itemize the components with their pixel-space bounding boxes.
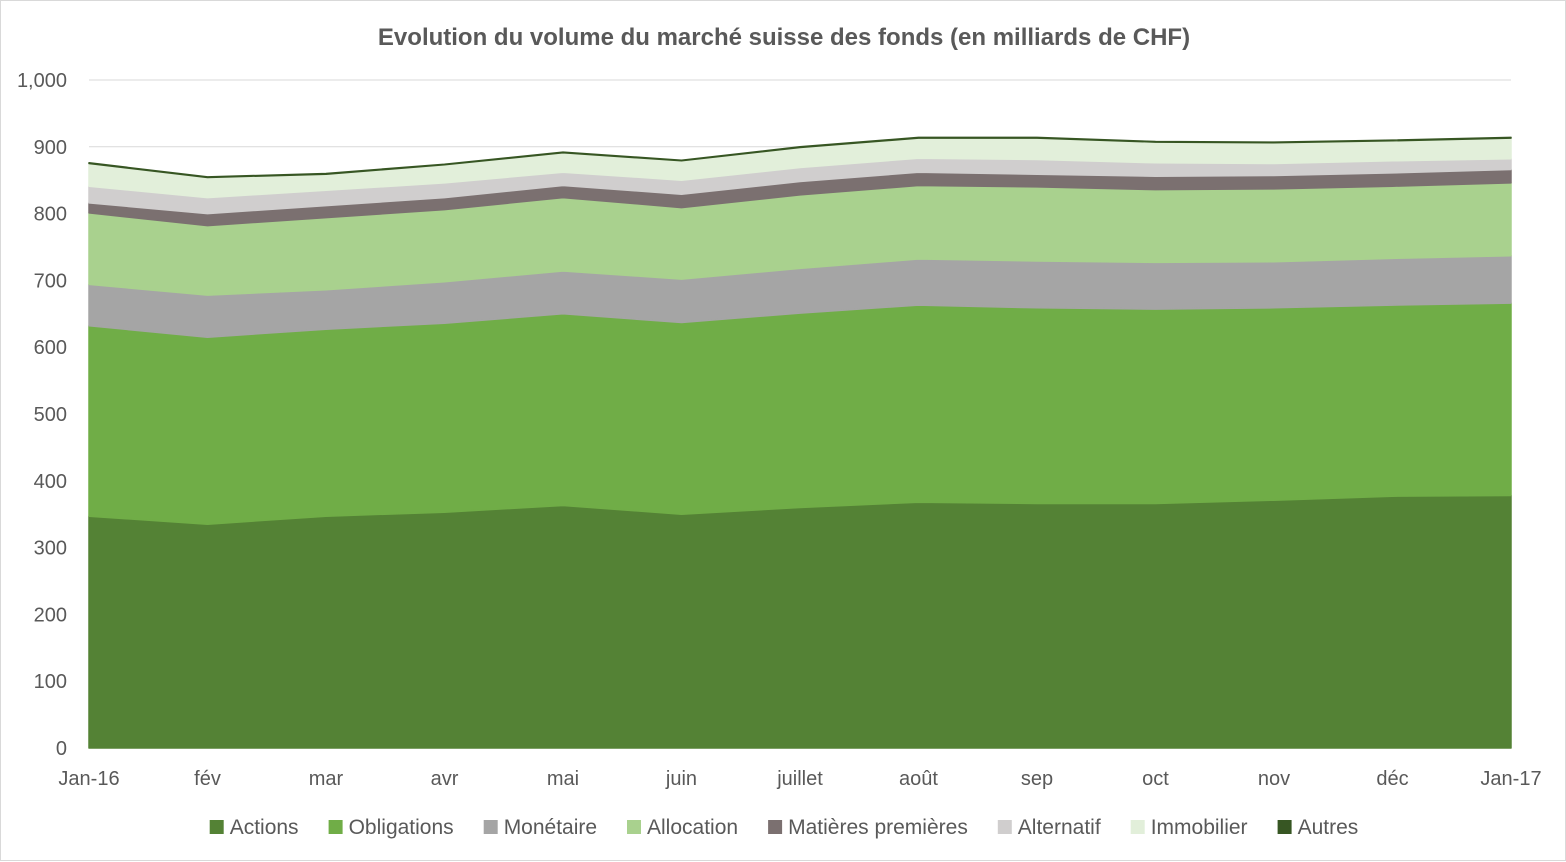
x-tick-label: avr xyxy=(431,768,459,790)
x-tick-label: Jan-16 xyxy=(58,768,119,790)
legend-label: Monétaire xyxy=(504,816,597,839)
y-tick-label: 1,000 xyxy=(17,70,67,92)
x-tick-label: sep xyxy=(1021,768,1053,790)
x-tick-label: Jan-17 xyxy=(1480,768,1541,790)
x-tick-label: mai xyxy=(547,768,579,790)
stacked-areas xyxy=(88,136,1512,749)
x-tick-label: oct xyxy=(1142,768,1169,790)
chart-title: Evolution du volume du marché suisse des… xyxy=(378,24,1190,51)
legend-swatch xyxy=(209,820,224,834)
x-axis: Jan-16 fév mar avr mai juin juillet août sep oct n… xyxy=(58,768,1541,790)
y-tick-label: 400 xyxy=(34,471,67,493)
legend-item: Actions xyxy=(209,816,299,839)
series-area-obligations xyxy=(88,302,1512,525)
y-tick-label: 200 xyxy=(34,604,67,626)
legend-item: Monétaire xyxy=(483,816,597,839)
legend-label: Immobilier xyxy=(1151,816,1248,839)
legend-swatch xyxy=(1277,820,1292,834)
legend-item: Matières premières xyxy=(768,816,968,839)
legend-item: Autres xyxy=(1277,816,1359,839)
x-tick-label: juillet xyxy=(776,768,823,790)
y-tick-label: 300 xyxy=(34,538,67,560)
legend-item: Allocation xyxy=(627,816,738,839)
legend-swatch xyxy=(1130,820,1145,834)
legend-swatch xyxy=(997,820,1012,834)
y-tick-label: 500 xyxy=(34,404,67,426)
legend-label: Matières premières xyxy=(788,816,968,839)
y-tick-label: 0 xyxy=(56,738,67,760)
x-tick-label: fév xyxy=(194,768,221,790)
legend-swatch xyxy=(627,820,641,834)
legend: Actions Obligations Monétaire Allocation Mat… xyxy=(209,816,1359,839)
legend-swatch xyxy=(483,820,498,834)
y-tick-label: 600 xyxy=(34,337,67,359)
legend-label: Autres xyxy=(1298,816,1359,839)
legend-item: Alternatif xyxy=(997,816,1101,839)
y-tick-label: 900 xyxy=(34,137,67,159)
legend-swatch xyxy=(328,820,343,834)
x-tick-label: déc xyxy=(1376,768,1408,790)
y-tick-label: 700 xyxy=(34,270,67,292)
x-tick-label: juin xyxy=(665,768,697,790)
x-tick-label: mar xyxy=(309,768,344,790)
x-tick-label: août xyxy=(899,768,938,790)
legend-label: Obligations xyxy=(349,816,454,839)
legend-item: Immobilier xyxy=(1130,816,1248,839)
legend-label: Actions xyxy=(230,816,299,839)
x-tick-label: nov xyxy=(1258,768,1290,790)
series-area-autres xyxy=(88,136,1512,179)
y-tick-label: 100 xyxy=(34,671,67,693)
legend-label: Allocation xyxy=(647,816,738,839)
legend-swatch xyxy=(768,820,783,834)
legend-label: Alternatif xyxy=(1018,816,1101,839)
legend-item: Obligations xyxy=(328,816,454,839)
y-tick-label: 800 xyxy=(34,204,67,226)
series-area-actions xyxy=(88,494,1512,749)
y-axis: 0 100 200 300 400 500 600 700 800 900 1,000 xyxy=(17,70,67,760)
